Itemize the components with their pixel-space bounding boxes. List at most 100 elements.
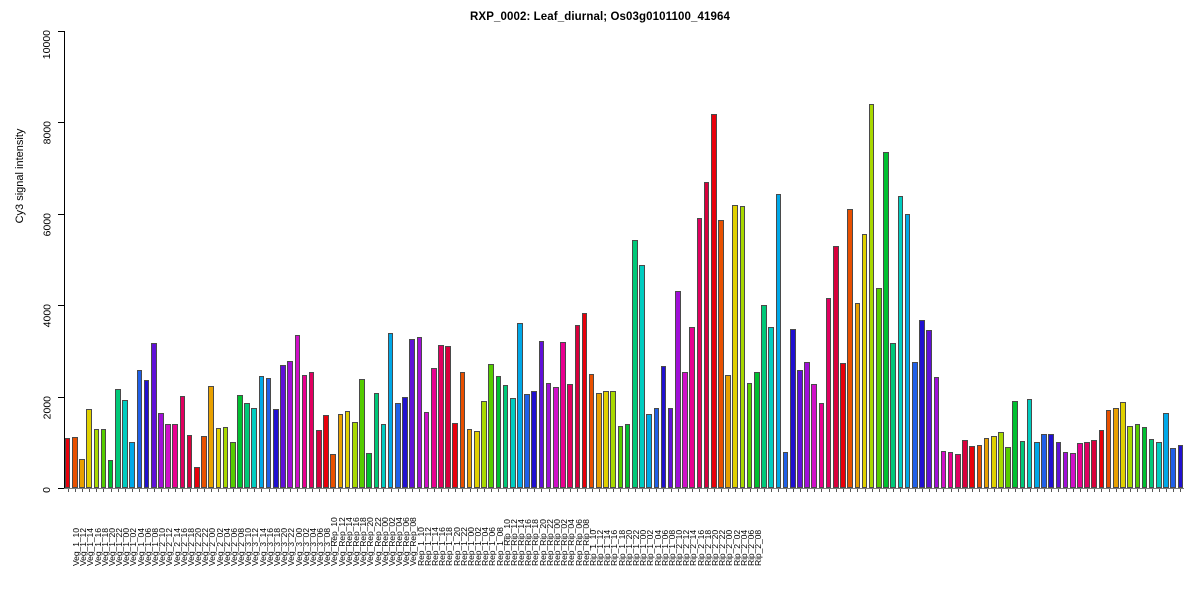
bar <box>804 362 810 488</box>
bar <box>703 181 710 488</box>
bar <box>150 342 157 488</box>
x-tick-mark <box>1058 489 1060 492</box>
bar <box>1084 442 1090 488</box>
bar <box>897 195 904 488</box>
bar <box>509 397 516 488</box>
bar <box>538 340 545 488</box>
bar <box>825 298 832 488</box>
bar <box>323 414 329 488</box>
bar <box>904 213 911 488</box>
bar <box>1019 440 1026 488</box>
bar <box>280 364 286 488</box>
bar <box>1163 413 1169 488</box>
x-tick-mark <box>527 489 529 492</box>
x-tick-mark <box>412 489 414 492</box>
x-tick-mark <box>1166 489 1168 492</box>
x-tick-mark <box>914 489 916 492</box>
bar <box>775 194 782 488</box>
x-tick-mark <box>548 489 550 492</box>
bar <box>1091 440 1098 488</box>
x-tick-mark <box>397 489 399 492</box>
bar <box>675 291 681 488</box>
x-tick-mark <box>476 489 478 492</box>
x-tick-mark <box>297 489 299 492</box>
x-tick-mark <box>986 489 988 492</box>
bar <box>502 385 509 488</box>
y-tick-label: 8000 <box>41 121 53 145</box>
y-tick-label: 6000 <box>41 212 53 237</box>
x-tick-mark <box>361 489 363 492</box>
x-tick-mark <box>440 489 442 492</box>
bar <box>229 441 236 488</box>
bar <box>222 427 229 488</box>
bar <box>517 323 523 488</box>
x-tick-mark <box>598 489 600 492</box>
x-tick-mark <box>519 489 521 492</box>
bar <box>1012 401 1019 488</box>
x-tick-mark <box>613 489 615 492</box>
bar <box>940 451 947 488</box>
bar <box>158 412 164 488</box>
bar <box>983 438 990 488</box>
x-tick-mark <box>562 489 564 492</box>
bar <box>481 401 487 488</box>
x-tick-mark <box>878 489 880 492</box>
x-tick-mark <box>67 489 69 492</box>
bar <box>581 312 588 488</box>
bar <box>201 435 207 488</box>
bar <box>524 393 530 488</box>
x-tick-mark <box>555 489 557 492</box>
x-axis-line <box>64 488 1184 489</box>
bar <box>1148 439 1155 488</box>
x-tick-mark <box>541 489 543 492</box>
x-tick-mark <box>448 489 450 492</box>
bar <box>402 396 408 488</box>
x-tick-mark <box>383 489 385 492</box>
x-tick-mark <box>74 489 76 492</box>
bar <box>237 395 243 488</box>
bar <box>710 113 717 488</box>
x-tick-mark <box>1108 489 1110 492</box>
x-tick-mark <box>469 489 471 492</box>
x-tick-mark <box>1180 489 1182 492</box>
x-tick-mark <box>893 489 895 492</box>
chart-title: RXP_0002: Leaf_diurnal; Os03g0101100_419… <box>470 11 730 23</box>
x-tick-mark <box>247 489 249 492</box>
bar <box>1077 443 1083 488</box>
x-tick-mark <box>627 489 629 492</box>
x-tick-mark <box>728 489 730 492</box>
bar <box>186 434 193 488</box>
bar <box>143 379 150 488</box>
x-tick-mark <box>512 489 514 492</box>
bar <box>459 371 466 488</box>
x-tick-mark <box>1101 489 1103 492</box>
y-tick-mark <box>58 31 64 32</box>
bar <box>876 287 882 488</box>
x-tick-mark <box>347 489 349 492</box>
x-tick-mark <box>814 489 816 492</box>
bar <box>79 458 85 488</box>
bar <box>926 329 932 488</box>
x-tick-mark <box>792 489 794 492</box>
bar <box>732 204 739 488</box>
x-tick-mark <box>742 489 744 492</box>
x-tick-mark <box>620 489 622 492</box>
bar <box>208 385 214 488</box>
bar <box>552 387 559 488</box>
x-tick-mark <box>1000 489 1002 492</box>
x-tick-mark <box>419 489 421 492</box>
bar <box>560 342 566 488</box>
bar <box>488 364 494 488</box>
x-tick-mark <box>304 489 306 492</box>
x-tick-mark <box>225 489 227 492</box>
bar <box>359 379 365 488</box>
x-tick-mark <box>146 489 148 492</box>
bar <box>136 370 143 488</box>
x-tick-mark <box>929 489 931 492</box>
bar <box>847 209 853 488</box>
y-tick-mark <box>58 488 64 489</box>
bar <box>495 375 502 488</box>
x-tick-mark <box>139 489 141 492</box>
x-tick-mark <box>1015 489 1017 492</box>
bar <box>990 435 997 488</box>
